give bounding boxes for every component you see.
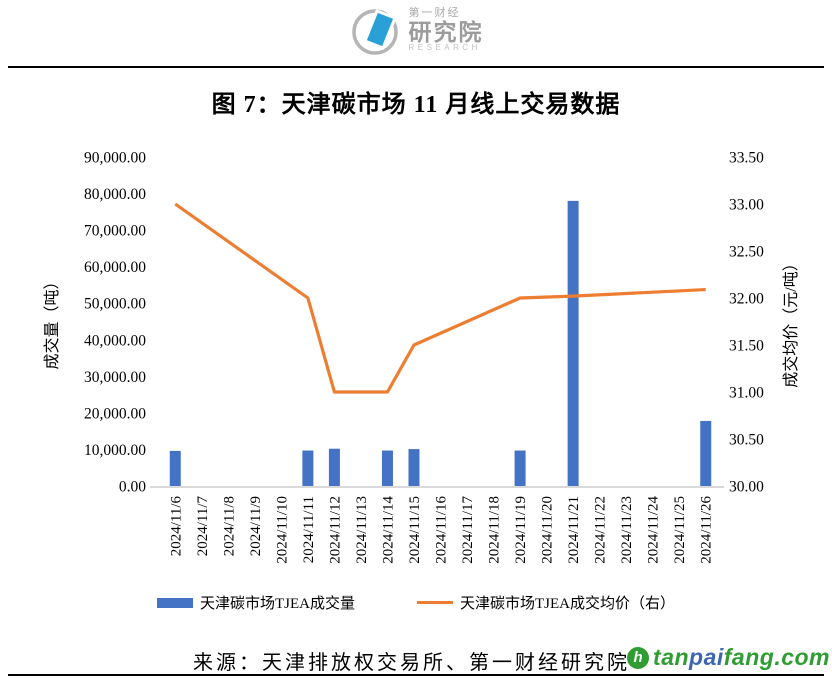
x-axis-label: 2024/11/20 <box>540 496 556 564</box>
right-axis-tick: 32.00 <box>729 291 764 308</box>
legend-price-label: 天津碳市场TJEA成交均价（右） <box>460 596 675 612</box>
volume-bar <box>514 450 526 486</box>
x-axis-label: 2024/11/19 <box>513 496 529 564</box>
left-axis-tick: 90,000.00 <box>84 150 146 167</box>
x-axis-label: 2024/11/24 <box>646 496 662 564</box>
x-axis-label: 2024/11/7 <box>195 496 211 557</box>
chart-title: 图 7：天津碳市场 11 月线上交易数据 <box>211 92 621 118</box>
legend-volume-label: 天津碳市场TJEA成交量 <box>200 596 355 612</box>
volume-bar <box>381 450 393 486</box>
right-axis-title: 成交均价（元/吨） <box>782 255 800 387</box>
left-axis-tick: 10,000.00 <box>84 442 146 459</box>
x-axis-label: 2024/11/26 <box>699 496 715 564</box>
footer: 来源：天津排放权交易所、第一财经研究院 h tanpaifang.com <box>0 642 832 676</box>
x-axis-label: 2024/11/22 <box>593 496 609 564</box>
left-axis-tick: 50,000.00 <box>84 296 146 313</box>
combo-chart: 0.00 10,000.00 20,000.00 30,000.00 40,000.00… <box>43 150 800 564</box>
x-axis-label: 2024/11/8 <box>221 496 237 556</box>
x-axis-label: 2024/11/6 <box>168 496 184 557</box>
x-axis-label: 2024/11/12 <box>327 496 343 564</box>
x-axis-label: 2024/11/23 <box>619 496 635 564</box>
left-axis-tick: 40,000.00 <box>84 332 146 349</box>
volume-bar <box>408 449 420 486</box>
wordmark-part-fang: fang.com <box>723 644 830 670</box>
right-axis-tick: 30.50 <box>729 432 764 449</box>
right-axis-tick: 31.00 <box>729 385 764 402</box>
right-axis-tick: 32.50 <box>729 244 764 261</box>
left-axis-tick: 20,000.00 <box>84 405 146 422</box>
right-axis-tick: 31.50 <box>729 338 764 355</box>
right-axis-tick: 33.50 <box>729 150 764 167</box>
brand-sub-label: RESEARCH <box>408 42 481 52</box>
footer-divider <box>8 674 824 676</box>
x-axis-label: 2024/11/9 <box>248 496 264 556</box>
x-axis-label: 2024/11/14 <box>380 496 396 564</box>
price-line <box>174 202 706 394</box>
x-axis-label: 2024/11/13 <box>354 496 370 564</box>
left-axis-tick: 0.00 <box>119 479 146 496</box>
tanpaifang-wordmark: tanpaifang.com <box>653 644 830 671</box>
volume-bar <box>700 420 712 486</box>
x-axis-label: 2024/11/18 <box>487 496 503 564</box>
wordmark-part-tan: tan <box>653 644 690 670</box>
legend-item-volume: 天津碳市场TJEA成交量 <box>157 592 355 613</box>
left-axis-title: 成交量（吨） <box>43 273 61 369</box>
price-line-swatch <box>417 601 453 604</box>
yicai-research-logo: 第一财经 研究院 RESEARCH <box>349 2 484 58</box>
source-note: 来源：天津排放权交易所、第一财经研究院 <box>193 652 630 674</box>
x-axis-label: 2024/11/21 <box>566 496 582 564</box>
volume-bar-swatch <box>157 597 193 608</box>
brand-top-label: 第一财经 <box>408 6 461 19</box>
x-axis-label: 2024/11/15 <box>407 496 423 564</box>
legend-item-price: 天津碳市场TJEA成交均价（右） <box>417 592 675 613</box>
volume-bar <box>169 450 181 486</box>
tanpaifang-icon: h <box>627 646 650 669</box>
brand-main-label: 研究院 <box>408 18 484 45</box>
left-axis-tick: 70,000.00 <box>84 223 146 240</box>
header-divider <box>8 66 824 68</box>
x-axis-label: 2024/11/16 <box>434 496 450 564</box>
left-axis-tick: 60,000.00 <box>84 259 146 276</box>
x-axis-label: 2024/11/17 <box>460 496 476 564</box>
left-axis-tick: 30,000.00 <box>84 369 146 386</box>
right-axis-tick: 30.00 <box>729 479 764 496</box>
x-axis-label: 2024/11/25 <box>672 496 688 564</box>
tanpaifang-watermark: h tanpaifang.com <box>627 644 830 671</box>
volume-bar <box>302 450 314 486</box>
right-axis-tick: 33.00 <box>729 197 764 214</box>
chart-legend: 天津碳市场TJEA成交量 天津碳市场TJEA成交均价（右） <box>0 592 832 613</box>
x-axis-label: 2024/11/10 <box>274 496 290 564</box>
left-axis-tick: 80,000.00 <box>84 186 146 203</box>
x-axis-label: 2024/11/11 <box>301 496 317 563</box>
yicai-logo-icon <box>351 9 398 55</box>
volume-bar <box>567 200 579 486</box>
volume-bar <box>328 448 340 486</box>
wordmark-part-pai: pai <box>689 644 724 670</box>
header: 第一财经 研究院 RESEARCH <box>0 2 832 58</box>
yicai-logo-text: 第一财经 研究院 RESEARCH <box>408 6 484 52</box>
